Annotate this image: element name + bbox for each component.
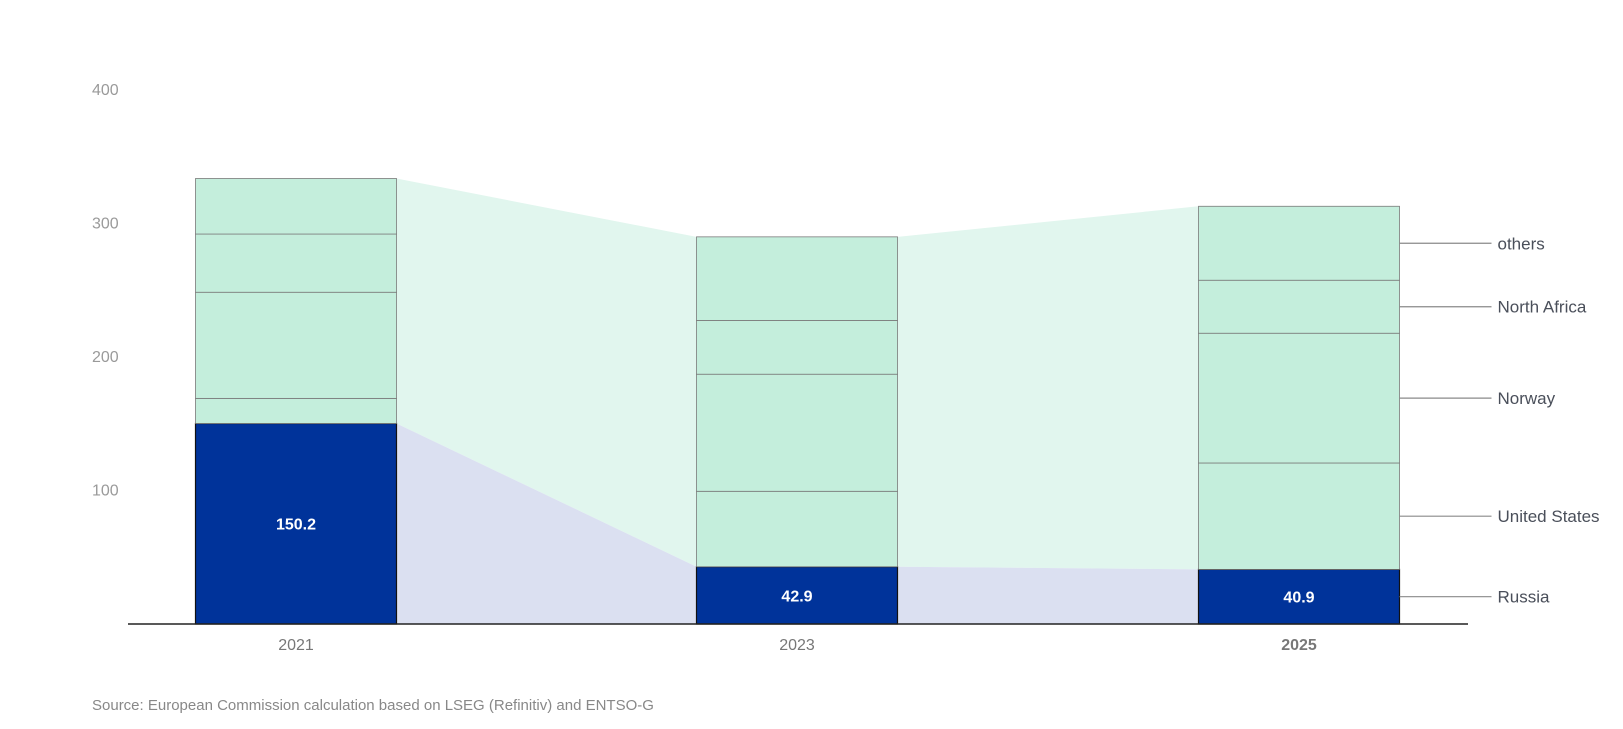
bar-segment-norway-2021 bbox=[195, 291, 397, 399]
y-tick-label-100: 100 bbox=[92, 483, 119, 500]
bar-segment-united-states-2021 bbox=[195, 397, 397, 424]
legend-label-russia: Russia bbox=[1498, 588, 1551, 607]
connector-band-non-russia bbox=[396, 178, 697, 567]
bar-segment-united-states-2023 bbox=[696, 490, 898, 568]
bar-segment-north-africa-2021 bbox=[195, 233, 397, 293]
connector-band-russia bbox=[396, 423, 697, 624]
legend-label-north-africa: North Africa bbox=[1498, 298, 1587, 317]
bar-segment-norway-2023 bbox=[696, 373, 898, 492]
data-label-2021: 150.2 bbox=[276, 517, 316, 534]
bar-segment-others-2023 bbox=[696, 236, 898, 321]
source-note: Source: European Commission calculation … bbox=[92, 697, 654, 714]
x-category-label-2021: 2021 bbox=[278, 637, 314, 654]
bar-segment-north-africa-2025 bbox=[1198, 279, 1400, 334]
bar-segment-north-africa-2023 bbox=[696, 320, 898, 375]
y-tick-label-200: 200 bbox=[92, 349, 119, 366]
bar-segment-others-2025 bbox=[1198, 205, 1400, 281]
bar-segment-russia-2025 bbox=[1197, 568, 1401, 625]
connector-band-russia bbox=[897, 566, 1199, 624]
bar-segment-united-states-2025 bbox=[1198, 462, 1400, 570]
y-tick-label-300: 300 bbox=[92, 216, 119, 233]
bar-segment-others-2021 bbox=[195, 178, 397, 235]
data-label-2025: 40.9 bbox=[1283, 590, 1314, 607]
legend-label-others: others bbox=[1498, 234, 1545, 253]
connector-band-non-russia bbox=[897, 206, 1199, 570]
y-tick-label-400: 400 bbox=[92, 82, 119, 99]
data-label-2023: 42.9 bbox=[781, 588, 812, 605]
legend-label-united-states: United States bbox=[1498, 507, 1600, 526]
bar-segment-norway-2025 bbox=[1198, 332, 1400, 464]
legend-label-norway: Norway bbox=[1498, 389, 1556, 408]
bar-segment-russia-2021 bbox=[194, 422, 398, 625]
x-category-label-2023: 2023 bbox=[779, 637, 815, 654]
x-category-label-2025: 2025 bbox=[1281, 637, 1317, 654]
